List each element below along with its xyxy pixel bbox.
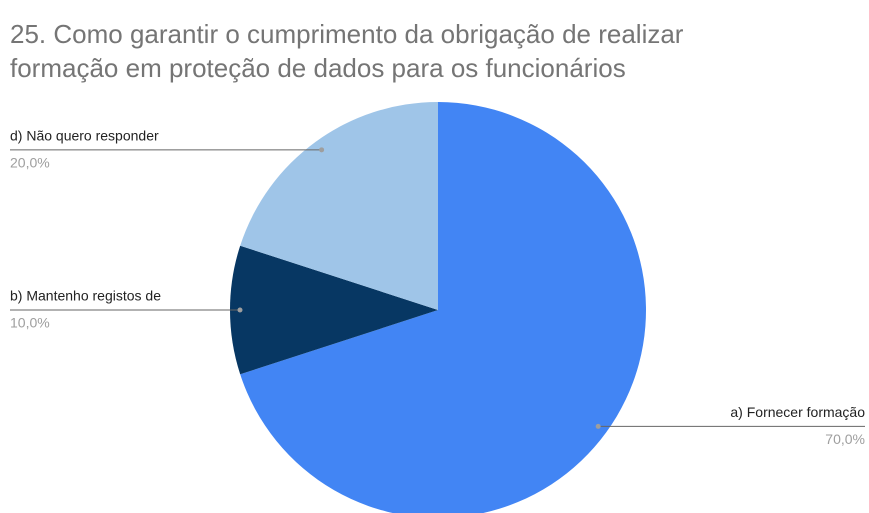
slice-label: a) Fornecer formação bbox=[730, 404, 865, 420]
slice-value-label: 20,0% bbox=[10, 155, 50, 171]
chart-title: 25. Como garantir o cumprimento da obrig… bbox=[10, 19, 684, 49]
leader-dot bbox=[319, 147, 325, 153]
slice-label: b) Mantenho registos de bbox=[10, 288, 161, 304]
leader-dot bbox=[237, 307, 243, 313]
chart-title: formação em proteção de dados para os fu… bbox=[10, 53, 626, 83]
slice-value-label: 70,0% bbox=[825, 431, 865, 447]
slice-label: d) Não quero responder bbox=[10, 128, 159, 144]
slice-value-label: 10,0% bbox=[10, 315, 50, 331]
leader-dot bbox=[595, 423, 601, 429]
pie-slice bbox=[230, 245, 438, 375]
pie-slice bbox=[240, 102, 438, 310]
pie-slice bbox=[240, 102, 646, 513]
